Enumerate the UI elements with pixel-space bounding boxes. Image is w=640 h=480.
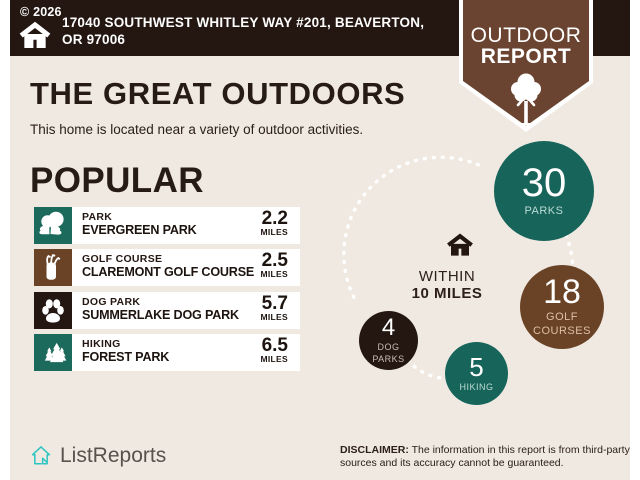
svg-text:REPORT: REPORT — [481, 45, 572, 68]
svg-text:OUTDOOR: OUTDOOR — [471, 24, 582, 47]
